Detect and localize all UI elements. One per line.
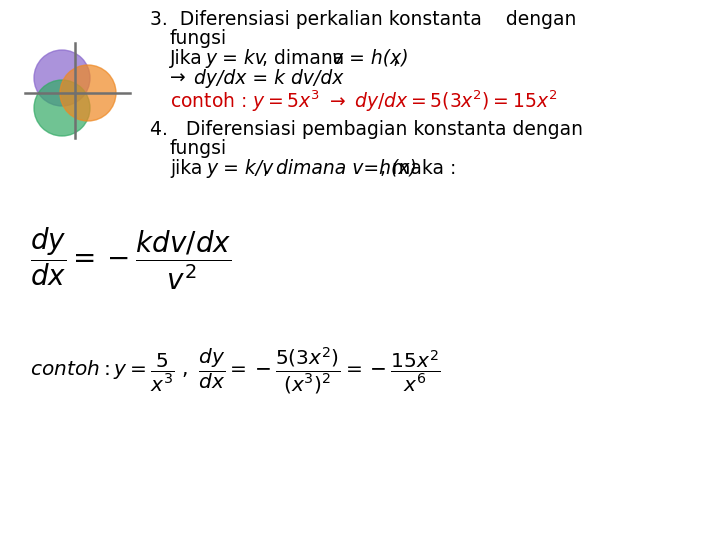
Text: dy/dx = k dv/dx: dy/dx = k dv/dx <box>188 69 343 88</box>
Text: ,: , <box>262 159 268 178</box>
Text: , maka :: , maka : <box>380 159 456 178</box>
Text: ,: , <box>392 49 398 68</box>
Text: 4.   Diferensiasi pembagian konstanta dengan: 4. Diferensiasi pembagian konstanta deng… <box>150 120 583 139</box>
Text: jika: jika <box>170 159 208 178</box>
Text: v = h(x): v = h(x) <box>332 49 409 68</box>
Circle shape <box>34 50 90 106</box>
Text: fungsi: fungsi <box>170 139 227 158</box>
Text: , dimana: , dimana <box>262 49 350 68</box>
Text: dimana v=h(x): dimana v=h(x) <box>270 159 417 178</box>
Text: y = kv: y = kv <box>205 49 266 68</box>
Circle shape <box>34 80 90 136</box>
Text: 3.  Diferensiasi perkalian konstanta    dengan: 3. Diferensiasi perkalian konstanta deng… <box>150 10 577 29</box>
Text: →: → <box>170 69 186 88</box>
Text: fungsi: fungsi <box>170 29 227 48</box>
Text: Jika: Jika <box>170 49 209 68</box>
Text: y = k/v: y = k/v <box>206 159 274 178</box>
Text: $\dfrac{dy}{dx} = -\dfrac{kdv/dx}{v^2}$: $\dfrac{dy}{dx} = -\dfrac{kdv/dx}{v^2}$ <box>30 225 231 292</box>
Circle shape <box>60 65 116 121</box>
Text: contoh : $\mathit{y = 5x^3}$ $\rightarrow$ $\mathit{dy/dx = 5(3x^2) = 15x^2}$: contoh : $\mathit{y = 5x^3}$ $\rightarro… <box>170 89 557 114</box>
Text: $\mathit{contoh}: y = \dfrac{5}{x^3}\ ,\ \dfrac{dy}{dx} = -\dfrac{5(3x^2)}{(x^3): $\mathit{contoh}: y = \dfrac{5}{x^3}\ ,\… <box>30 345 441 396</box>
